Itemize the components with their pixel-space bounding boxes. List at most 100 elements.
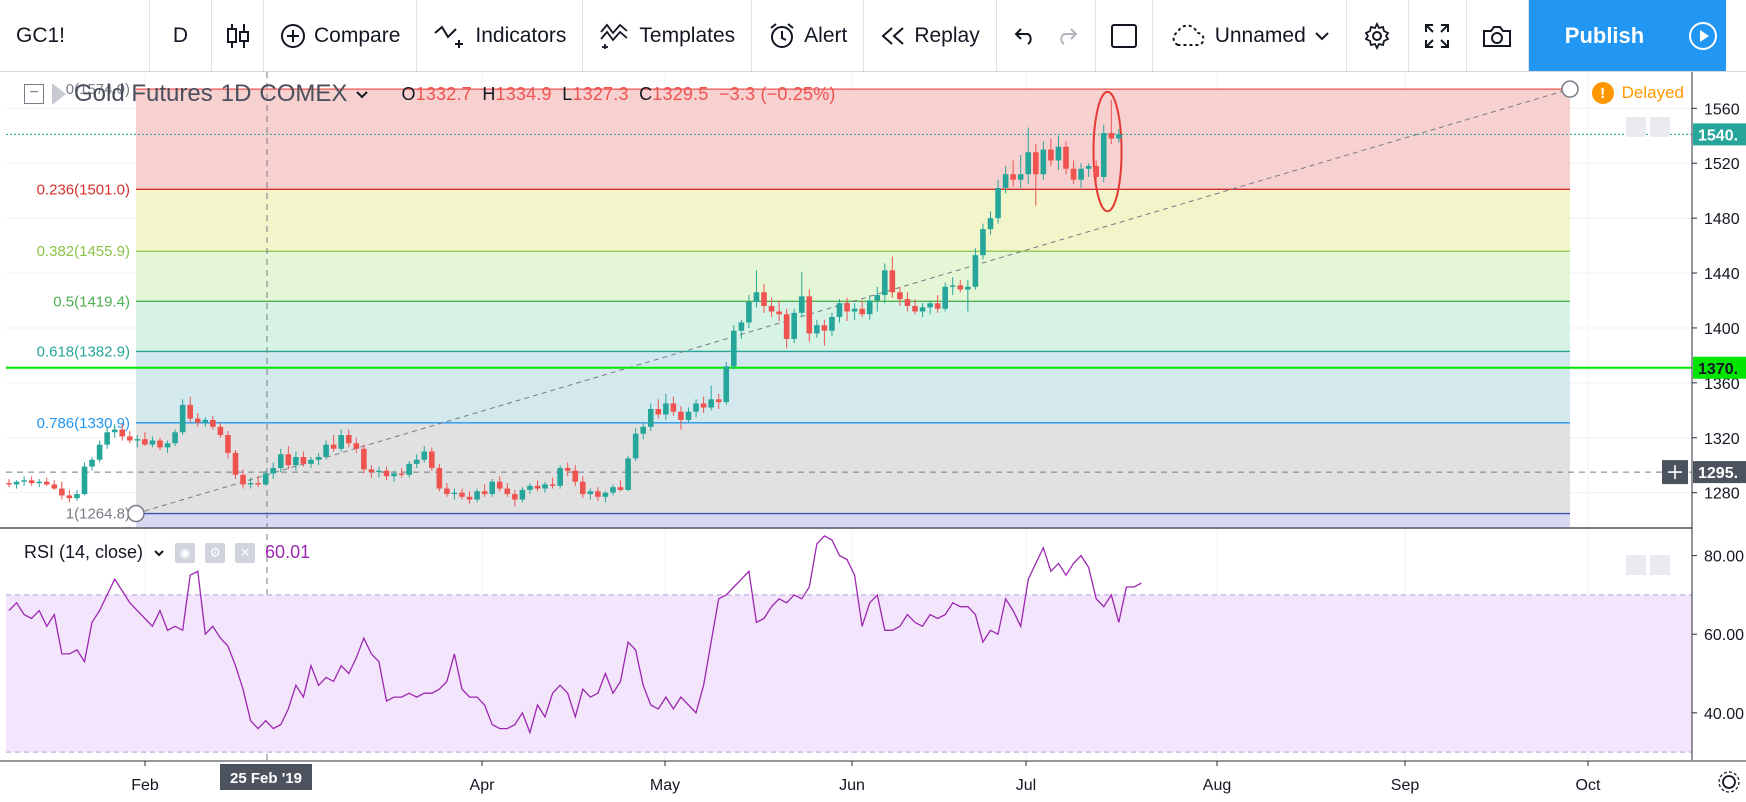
candle-body: [965, 286, 971, 290]
candle-body: [731, 330, 737, 367]
candle-body: [942, 286, 948, 309]
candle-body: [791, 312, 797, 339]
candle-body: [859, 308, 865, 315]
candle-body: [647, 408, 654, 427]
candle-body: [602, 492, 609, 497]
candle-body: [889, 270, 896, 293]
candle-body: [444, 488, 450, 495]
candle-body: [496, 481, 503, 489]
close-value: 1329.5: [652, 83, 709, 104]
collapse-legend-icon[interactable]: −: [24, 84, 44, 104]
candle-body: [678, 411, 684, 420]
candle-body: [247, 483, 254, 485]
fib-trend-line: [135, 88, 1571, 515]
close-icon[interactable]: ✕: [235, 542, 256, 563]
fib-level-label: 0.382(1455.9): [37, 243, 130, 260]
candle-body: [262, 473, 269, 485]
time-tick-label: Aug: [1203, 777, 1231, 794]
candle-body: [1116, 134, 1122, 139]
publish-button[interactable]: Publish: [1528, 0, 1681, 71]
series-title[interactable]: Gold Futures: [74, 80, 213, 107]
candle-body: [693, 403, 699, 412]
rsi-title[interactable]: RSI (14, close): [24, 542, 144, 562]
candle-body: [1010, 174, 1016, 180]
delayed-badge[interactable]: ! Delayed: [1591, 82, 1684, 104]
fib-band: [136, 251, 1570, 302]
candle-body: [187, 404, 193, 419]
candle-body: [1078, 168, 1084, 180]
candle-body: [723, 366, 730, 403]
candle-body: [43, 481, 50, 485]
chevron-down-icon[interactable]: [355, 90, 369, 99]
symbol-search-button[interactable]: GC1!: [0, 0, 150, 71]
candle-body: [897, 292, 903, 300]
candle-body: [836, 303, 843, 317]
price-tick-label: 1560: [1704, 101, 1740, 118]
fib-band: [136, 351, 1570, 423]
candle-body: [776, 311, 782, 315]
alert-label: Alert: [804, 23, 848, 47]
chevron-down-icon[interactable]: [153, 549, 165, 557]
candle-body: [466, 496, 473, 500]
indicators-button[interactable]: Indicators: [417, 0, 584, 71]
alert-button[interactable]: Alert: [752, 0, 865, 71]
candle-body: [738, 322, 745, 331]
rsi-legend: RSI (14, close) ◉ ⚙ ✕ 60.01: [24, 542, 310, 563]
candle-body: [66, 495, 73, 499]
crosshair-date-box: [220, 764, 312, 790]
scale-down-button: [1650, 117, 1670, 137]
fullscreen-button[interactable]: [1409, 0, 1467, 71]
templates-button[interactable]: Templates: [583, 0, 753, 71]
fib-level-label: 0.236(1501.0): [37, 181, 130, 198]
candle-body: [345, 435, 352, 444]
candle-body: [255, 483, 261, 485]
redo-icon[interactable]: [1055, 26, 1079, 46]
undo-icon[interactable]: [1013, 26, 1037, 46]
candle-body: [595, 491, 601, 497]
candle-body: [489, 481, 495, 495]
undo-redo-group: [997, 0, 1096, 71]
change-value: −3.3 (−0.25%): [718, 83, 836, 104]
time-tick-label: Jun: [839, 777, 865, 794]
candle-body: [240, 474, 246, 485]
compare-button[interactable]: Compare: [264, 0, 418, 71]
candle-body: [1017, 174, 1024, 180]
candle-body: [587, 491, 594, 495]
replay-button[interactable]: Replay: [864, 0, 997, 71]
candle-body: [761, 292, 767, 306]
candle-body: [625, 458, 631, 490]
open-label: O: [401, 83, 416, 104]
candles-icon: [226, 23, 249, 48]
series-interval: 1D: [220, 80, 252, 107]
candle-body: [829, 316, 835, 331]
candle-body: [534, 485, 541, 489]
candle-body: [972, 255, 979, 287]
save-layout-button[interactable]: Unnamed: [1153, 0, 1347, 71]
interval-button[interactable]: D: [150, 0, 212, 71]
candle-body: [549, 484, 556, 486]
candle-body: [987, 218, 994, 230]
layout-button[interactable]: [1096, 0, 1153, 71]
chart-canvas[interactable]: 0(1574.0) 0.236(1501.0) 0.382(1455.9) 0.5(1…: [0, 72, 1746, 802]
candle-body: [74, 494, 80, 499]
play-button[interactable]: [1680, 0, 1727, 71]
candle-body: [564, 467, 571, 471]
candle-body: [330, 444, 337, 449]
candle-body: [821, 325, 828, 331]
candle-body: [995, 187, 1001, 219]
candle-body: [474, 491, 480, 500]
settings-button[interactable]: [1347, 0, 1409, 71]
gear-icon[interactable]: ⚙: [205, 542, 226, 563]
rsi-tick-label: 60.00: [1704, 627, 1744, 644]
close-label: C: [639, 83, 653, 104]
eye-icon[interactable]: ◉: [175, 542, 196, 563]
chart-style-button[interactable]: [212, 0, 264, 71]
candle-body: [376, 470, 382, 473]
indicators-label: Indicators: [475, 23, 567, 47]
candle-body: [1108, 133, 1115, 139]
candle-body: [194, 418, 201, 423]
snapshot-button[interactable]: [1467, 0, 1529, 71]
ellipse-annotation: [1092, 90, 1123, 213]
rsi-line: [8, 535, 1142, 735]
price-tick-label: 1280: [1704, 486, 1740, 503]
